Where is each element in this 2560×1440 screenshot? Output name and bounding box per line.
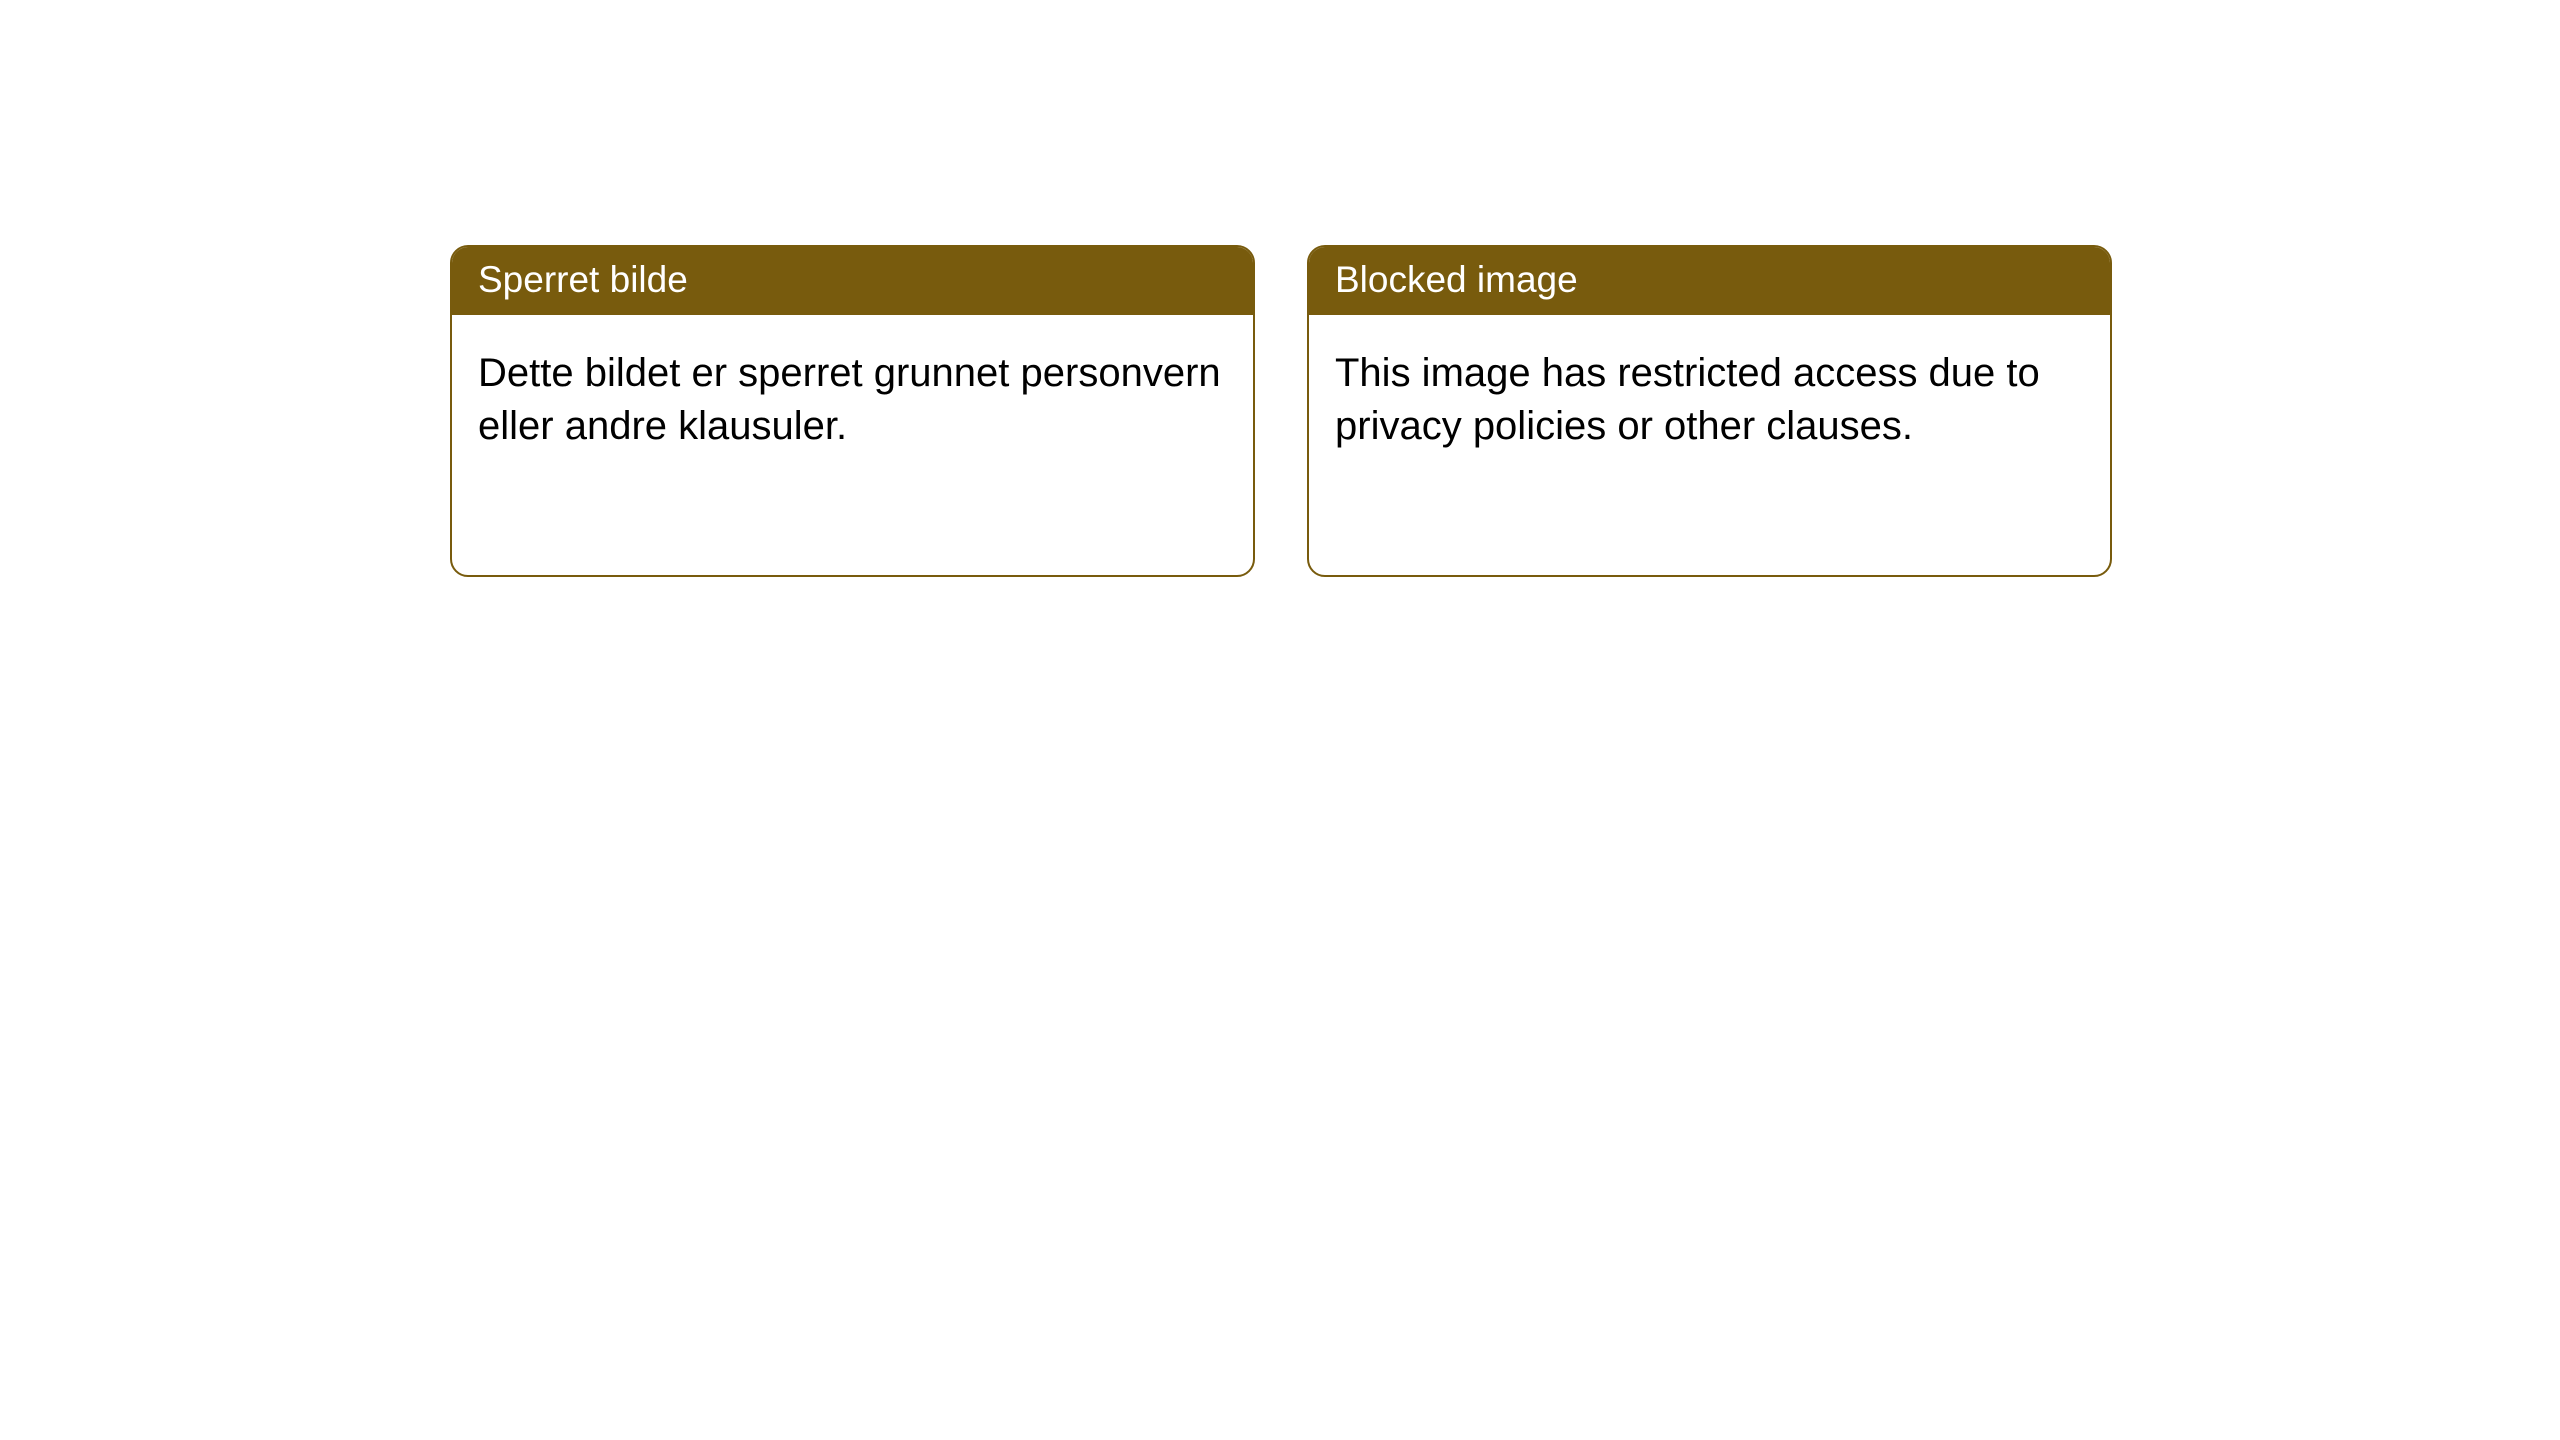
card-message-en: This image has restricted access due to …: [1335, 347, 2084, 453]
notice-card-en: Blocked image This image has restricted …: [1307, 245, 2112, 577]
card-title-en: Blocked image: [1335, 259, 1578, 300]
card-message-no: Dette bildet er sperret grunnet personve…: [478, 347, 1227, 453]
notice-container: Sperret bilde Dette bildet er sperret gr…: [450, 245, 2112, 577]
card-header-no: Sperret bilde: [452, 247, 1253, 315]
notice-card-no: Sperret bilde Dette bildet er sperret gr…: [450, 245, 1255, 577]
card-title-no: Sperret bilde: [478, 259, 688, 300]
card-body-no: Dette bildet er sperret grunnet personve…: [452, 315, 1253, 575]
card-body-en: This image has restricted access due to …: [1309, 315, 2110, 575]
card-header-en: Blocked image: [1309, 247, 2110, 315]
